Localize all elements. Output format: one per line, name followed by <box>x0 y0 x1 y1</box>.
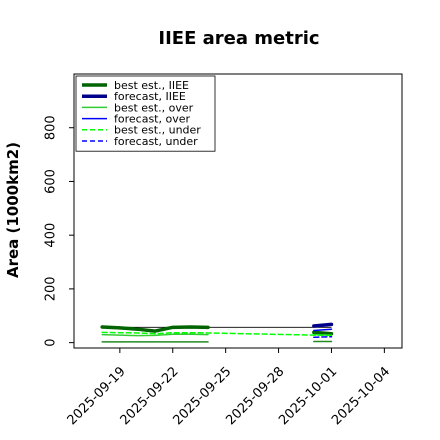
y-tick-label: 600 <box>44 169 59 194</box>
legend-label-best-est-iiee: best est., IIEE <box>114 79 189 92</box>
legend-label-forecast-iiee: forecast, IIEE <box>114 90 186 103</box>
legend-box <box>75 75 216 152</box>
y-tick-label: 0 <box>44 338 59 346</box>
series-best-est-iiee-line-1 <box>100 325 210 333</box>
plot-frame <box>73 73 403 349</box>
y-tick-label: 200 <box>44 276 59 301</box>
y-tick-label: 800 <box>44 115 59 140</box>
legend-label-forecast-under: forecast, under <box>114 135 198 148</box>
series-forecast-over-line-1 <box>313 328 333 332</box>
series-forecast-under-line-1 <box>313 335 333 339</box>
legend-label-forecast-over: forecast, over <box>114 112 190 125</box>
series-best-est-over-line-1 <box>101 333 209 337</box>
series-forecast-iiee-line-1 <box>312 322 334 328</box>
legend-label-best-est-under: best est., under <box>114 124 201 137</box>
series-best-est-under-line-1 <box>101 331 333 337</box>
y-tick-label: 400 <box>44 223 59 248</box>
series-best-est-iiee-line-2 <box>312 330 334 336</box>
chart-title: IIEE area metric <box>158 28 319 49</box>
y-axis-label: Area (1000km2) <box>4 142 22 278</box>
legend-label-best-est-over: best est., over <box>114 101 194 114</box>
plot-area <box>100 322 334 343</box>
